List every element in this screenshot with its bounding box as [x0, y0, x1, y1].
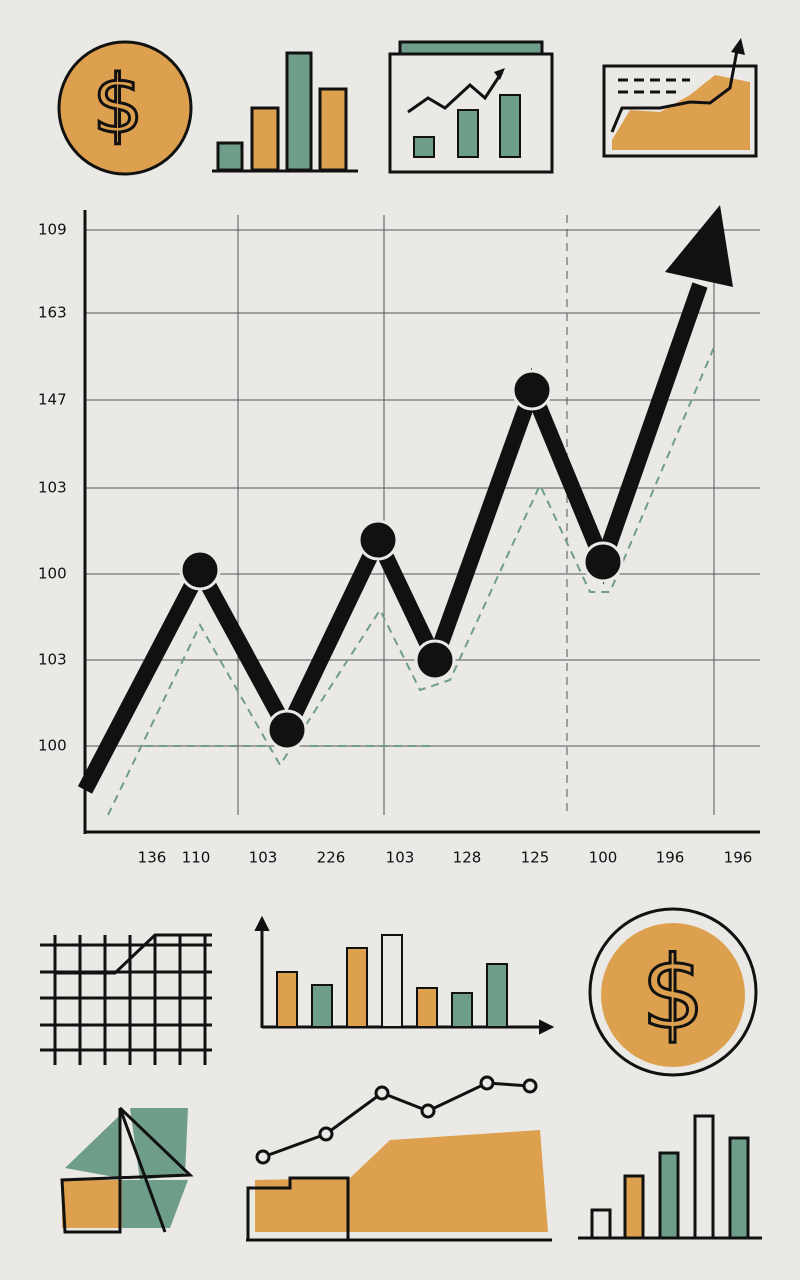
y-label: 103: [38, 651, 67, 669]
points: [179, 369, 624, 751]
y-label: 100: [38, 565, 67, 583]
bar-icon-3: [578, 1114, 762, 1240]
y-label: 109: [38, 221, 67, 239]
x-label: 136: [138, 849, 167, 867]
y-label: 147: [38, 391, 67, 409]
main-chart: 109 163 147 103 100 103 100 136 110 103 226 103 128…: [38, 205, 760, 867]
x-label: 226: [317, 849, 346, 867]
coin-icon: $: [57, 40, 193, 176]
x-label: 100: [589, 849, 618, 867]
x-label: 103: [249, 849, 278, 867]
bar-icon: [212, 51, 358, 173]
shape-icon: [60, 1106, 194, 1234]
bar-icon-2: [254, 915, 555, 1035]
y-label: 100: [38, 737, 67, 755]
area-icon: [246, 1075, 552, 1242]
x-label: 128: [453, 849, 482, 867]
svg-text:$: $: [93, 58, 144, 151]
svg-text:$: $: [641, 934, 705, 1051]
board-icon: [388, 40, 554, 174]
x-label: 103: [386, 849, 415, 867]
x-label: 110: [182, 849, 211, 867]
y-label: 163: [38, 304, 67, 322]
x-label: 196: [656, 849, 685, 867]
trend-line: [77, 282, 708, 794]
x-label: 125: [521, 849, 550, 867]
coin-icon-2: $: [588, 907, 758, 1077]
x-label: 196: [724, 849, 753, 867]
y-label: 103: [38, 479, 67, 497]
grid-icon: [40, 933, 212, 1065]
dashed-line: [107, 344, 716, 816]
screen-icon: [602, 38, 758, 158]
arrow-head: [665, 205, 733, 287]
